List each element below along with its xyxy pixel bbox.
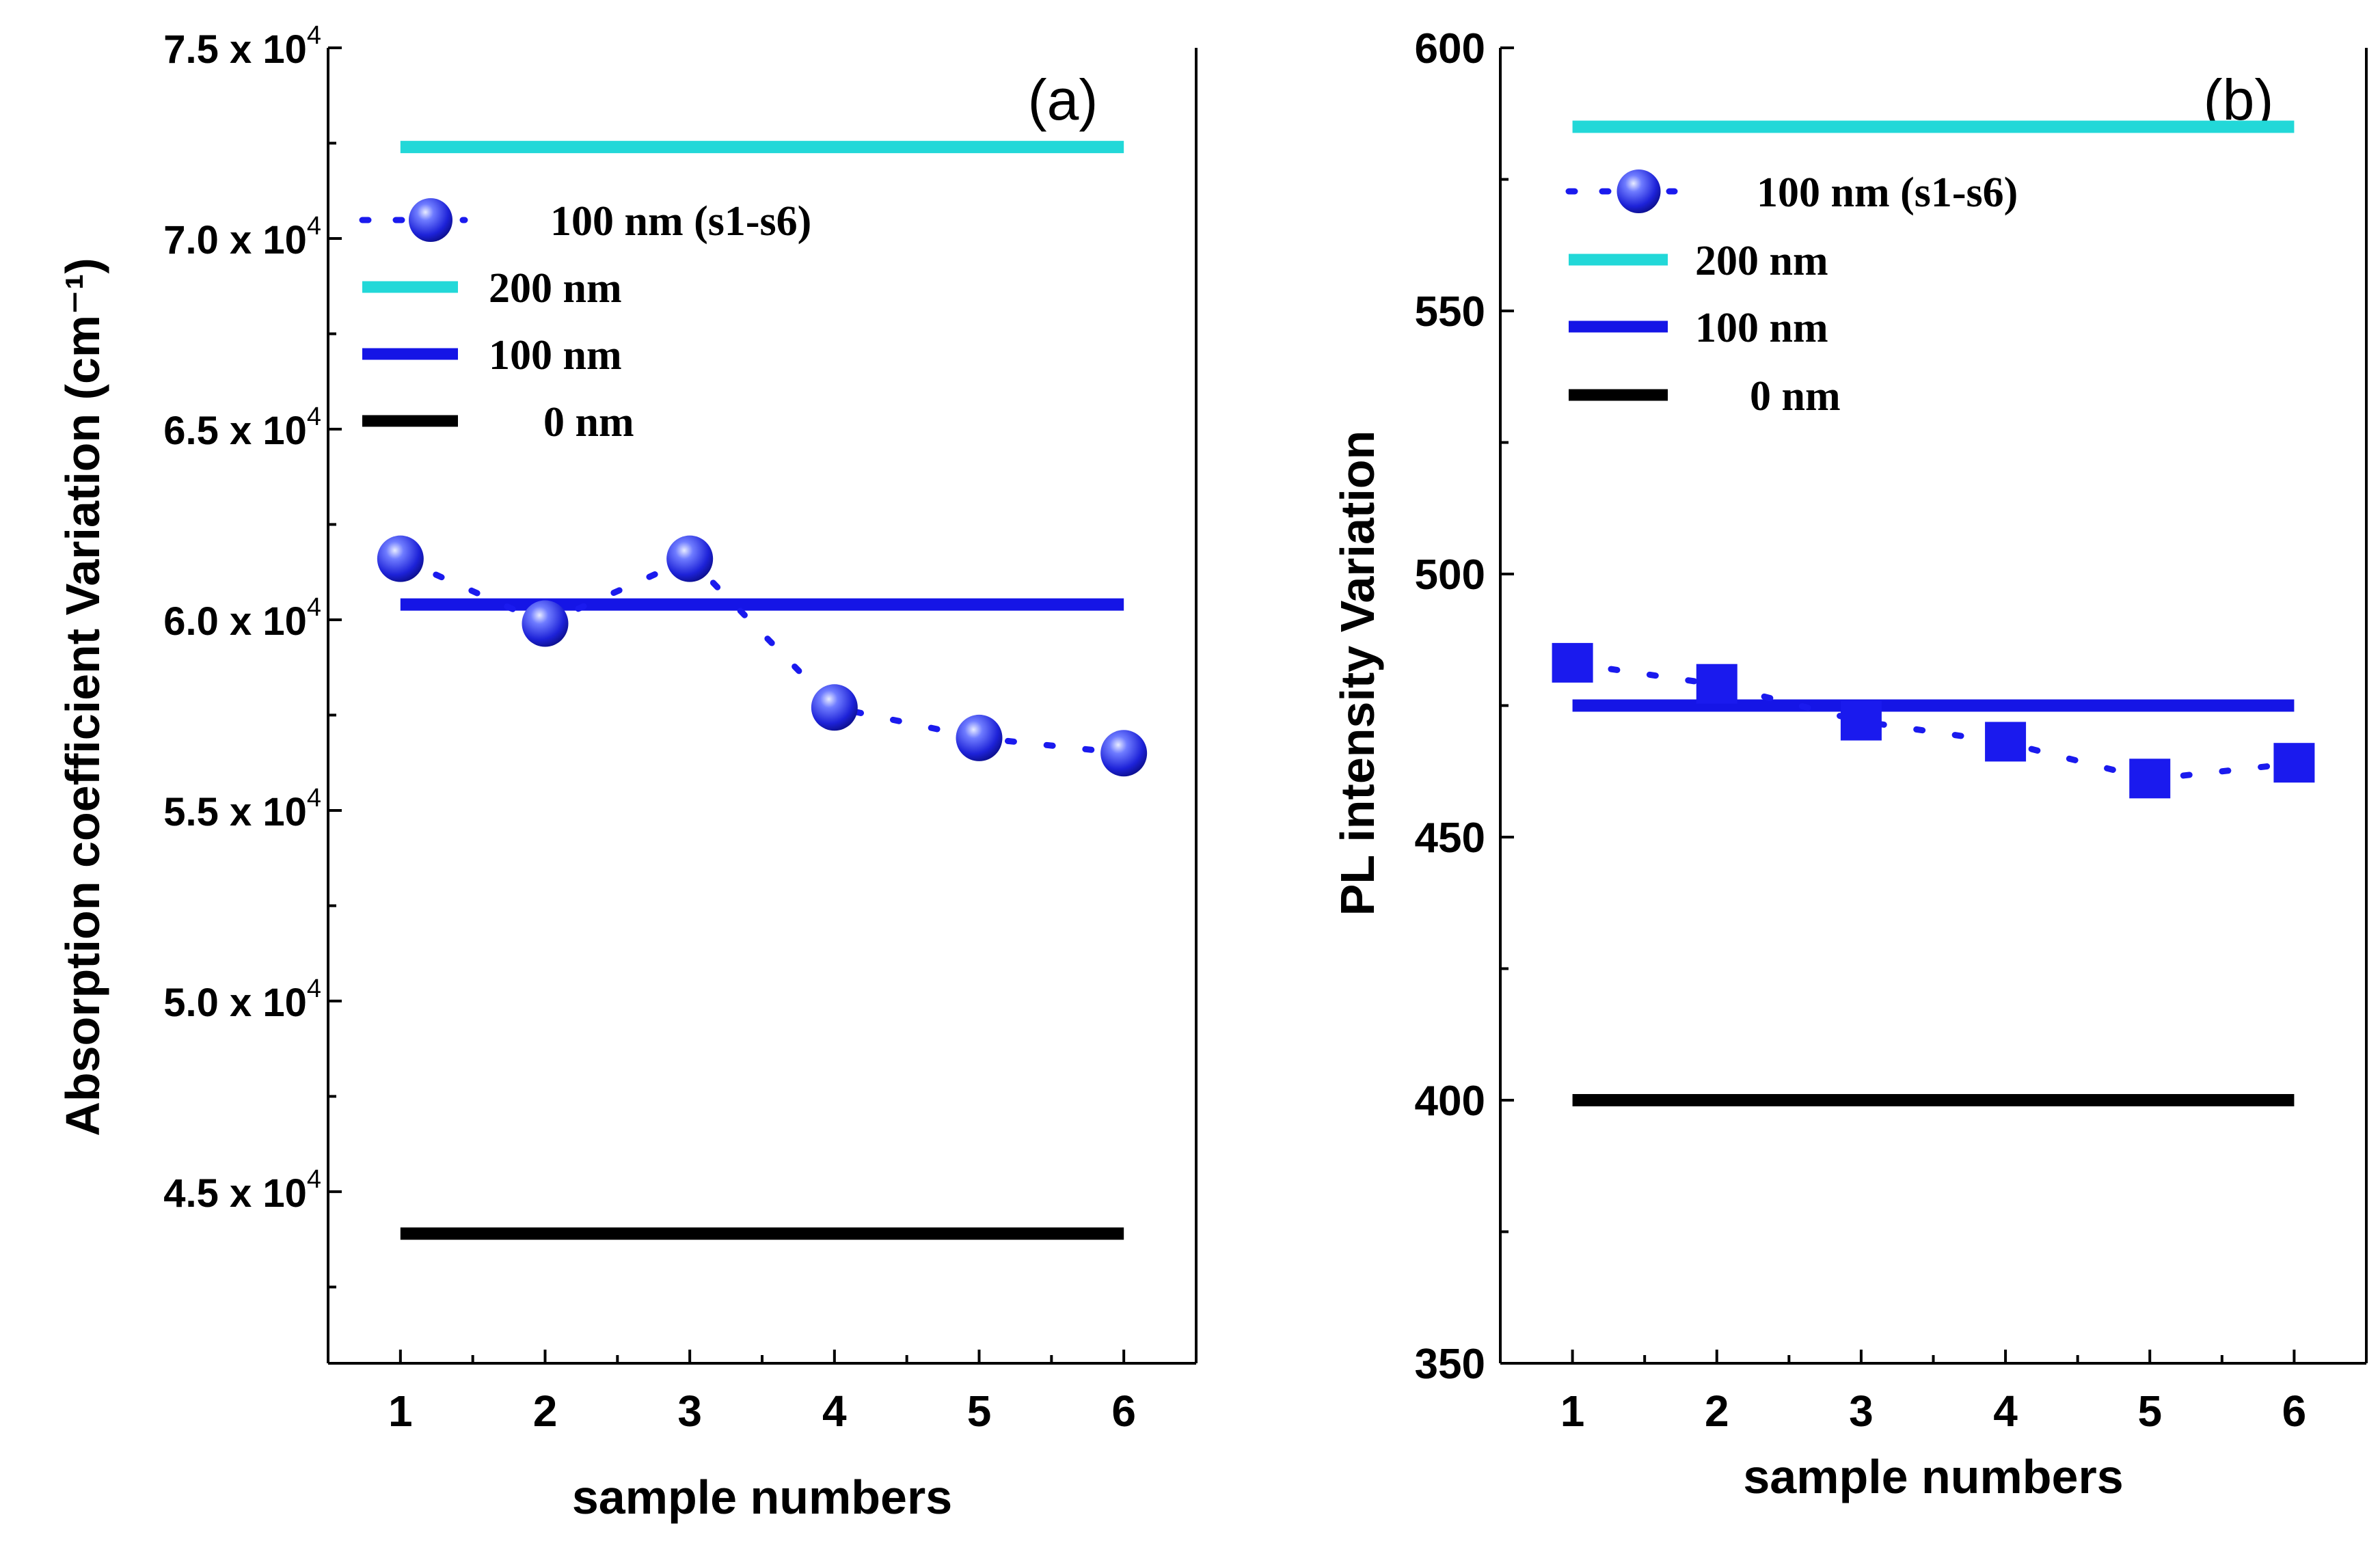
y-tick-label: 7.5 x 104 [163,21,321,72]
data-point [956,714,1003,761]
x-tick-label: 2 [1705,1387,1729,1436]
y-tick-label: 450 [1415,815,1485,862]
y-tick-label: 550 [1415,288,1485,336]
y-tick-label: 350 [1415,1341,1485,1388]
legend-label: 100 nm [1695,305,1828,351]
data-point [1100,730,1148,777]
data-point [666,535,714,582]
legend-label: 100 nm (s1-s6) [1757,169,2018,216]
x-tick-label: 1 [388,1387,413,1436]
data-point [1840,700,1882,741]
data-point [1696,664,1737,704]
x-tick-label: 6 [2282,1387,2307,1436]
x-tick-label: 1 [1560,1387,1585,1436]
legend-swatch-marker [1617,169,1661,213]
x-tick-label: 5 [967,1387,992,1436]
data-point [1552,642,1593,683]
legend-label: 200 nm [1695,238,1828,284]
x-tick-label: 4 [1993,1387,2018,1436]
legend: 100 nm (s1-s6) 200 nm 100 nm 0 nm [1565,169,2018,420]
legend-label: 200 nm [489,265,622,312]
x-tick-label: 2 [533,1387,558,1436]
data-point [2129,759,2171,799]
y-tick-label: 500 [1415,551,1485,599]
y-tick-label: 6.0 x 104 [163,593,321,644]
legend-label: 100 nm (s1-s6) [550,198,811,245]
chart-panel-a: 4.5 x 104 5.0 x 104 5.5 x 104 6.0 x 104 6.5 … [56,21,1198,1524]
series-dotted-line [1569,660,2297,782]
chart-panel-b: 350 400 450 500 550 600 1 2 3 4 5 6 sample numbers PL… [1331,25,2368,1503]
legend-swatch-marker [409,198,452,242]
data-point [522,600,569,647]
y-tick-label: 5.0 x 104 [163,974,321,1025]
y-tick-label: 7.0 x 104 [163,212,321,262]
legend-label: 100 nm [489,332,622,379]
data-point [2273,743,2315,783]
y-tick-label: 5.5 x 104 [163,784,321,834]
legend: 100 nm (s1-s6) 200 nm 100 nm 0 nm [359,198,811,446]
y-tick-label: 600 [1415,25,1485,72]
series-dotted-line [397,555,1127,756]
y-tick-label: 6.5 x 104 [163,402,321,453]
panel-label: (a) [1028,68,1098,132]
legend-label: 0 nm [543,399,634,446]
y-axis-title: Absorption coefficient Variation (cm⁻¹) [56,258,109,1136]
legend-label: 0 nm [1750,373,1841,420]
x-tick-label: 4 [822,1387,847,1436]
data-point [1985,722,2027,762]
data-point [377,535,424,582]
y-tick-label: 400 [1415,1078,1485,1125]
data-point [811,684,858,731]
x-axis-title: sample numbers [1743,1450,2123,1503]
x-tick-label: 3 [1849,1387,1874,1436]
x-tick-label: 6 [1111,1387,1136,1436]
x-axis-title: sample numbers [572,1471,952,1524]
x-tick-label: 5 [2137,1387,2162,1436]
y-axis-title: PL intensity Variation [1331,431,1384,916]
y-tick-label: 4.5 x 104 [163,1165,321,1216]
x-tick-label: 3 [677,1387,702,1436]
